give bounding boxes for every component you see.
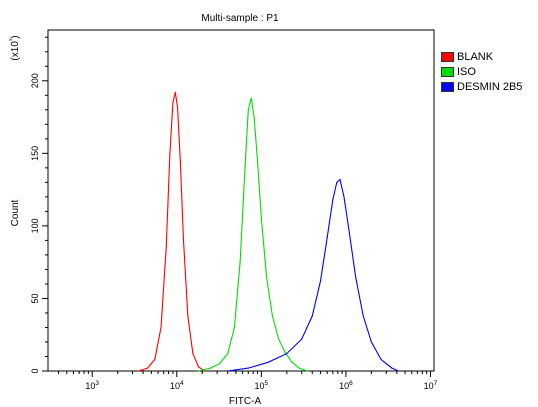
x-tick-label: 107 [424,380,438,391]
data-point-desmin-2b5 [362,315,364,317]
data-point-desmin-2b5 [380,358,382,360]
data-point-iso [247,109,249,111]
data-point-desmin-2b5 [343,196,345,198]
data-point-iso [278,338,280,340]
data-point-desmin-2b5 [301,338,303,340]
data-point-iso [250,97,252,99]
data-point-blank [187,315,189,317]
y-axis: 0 50 100 150 200 [30,36,48,374]
data-point-desmin-2b5 [227,370,229,372]
y-axis-label: Count [10,199,21,226]
data-point-blank [160,326,162,329]
y-tick-label: 150 [30,146,40,161]
legend-label: BLANK [457,51,494,63]
data-point-desmin-2b5 [247,367,249,369]
x-tick-label: 103 [85,380,99,391]
data-point-blank [192,352,194,355]
y-tick-label: 100 [30,218,40,233]
legend-label: DESMIN 2B5 [457,81,523,93]
legend-item: BLANK [441,50,536,64]
data-point-iso [298,367,300,369]
data-point-iso [284,351,286,353]
chart-legend: BLANK ISO DESMIN 2B5 [441,50,536,95]
data-point-desmin-2b5 [311,315,313,317]
data-point-desmin-2b5 [354,276,357,278]
x-tick-label: 105 [255,380,269,391]
x-tick-label: 106 [339,380,353,391]
series-line-iso [198,98,308,372]
data-point-desmin-2b5 [370,341,372,343]
data-point-iso [209,367,212,369]
data-point-blank [169,152,171,154]
data-point-blank [165,247,167,249]
data-point-desmin-2b5 [348,232,351,234]
data-point-iso [227,352,229,355]
legend-item: DESMIN 2B5 [441,80,536,94]
y-tick-label: 200 [30,73,40,88]
data-point-iso [260,218,262,220]
plot-area [47,29,435,372]
data-point-blank [182,239,185,242]
data-point-blank [174,91,176,93]
chart-title: Multi-sample : P1 [201,13,279,24]
y-tick-label: 50 [30,293,40,303]
data-point-desmin-2b5 [398,370,400,372]
data-point-iso [256,159,259,162]
y-tick-label: 0 [30,368,40,373]
data-point-blank [176,106,179,108]
legend-swatch [441,82,454,92]
data-point-iso [271,315,273,317]
series-line-desmin-2b5 [227,178,399,372]
data-point-blank [172,101,174,104]
plot-frame [47,29,435,372]
data-point-desmin-2b5 [326,236,328,239]
x-tick-label: 104 [170,380,184,391]
y-axis-multiplier: (x10¹) [9,35,21,60]
data-point-iso [265,276,268,278]
data-point-desmin-2b5 [336,181,338,183]
legend-label: ISO [457,66,476,78]
legend-item: ISO [441,65,536,79]
data-point-iso [291,361,293,363]
data-point-blank [179,159,181,162]
data-point-blank [197,366,199,368]
data-point-blank [203,370,205,372]
legend-swatch [441,67,454,77]
data-point-iso [239,261,241,263]
data-point-iso [233,326,236,329]
data-point-desmin-2b5 [332,199,334,201]
series-line-blank [138,92,205,372]
data-point-blank [146,367,149,369]
data-point-iso [197,370,199,372]
x-axis-label: FITC-A [229,396,262,407]
legend-swatch [441,52,454,62]
data-point-iso [253,116,255,118]
data-point-iso [218,363,221,365]
series-layer [137,91,400,372]
data-point-desmin-2b5 [391,367,393,369]
data-point-iso [306,370,308,372]
data-point-blank [137,370,139,372]
data-point-blank [154,358,156,360]
x-axis: 103 104 105 106 107 [58,371,438,391]
data-point-desmin-2b5 [319,280,322,282]
data-point-desmin-2b5 [286,352,288,355]
data-point-desmin-2b5 [267,361,269,363]
data-point-iso [244,167,246,169]
data-point-desmin-2b5 [339,178,341,181]
